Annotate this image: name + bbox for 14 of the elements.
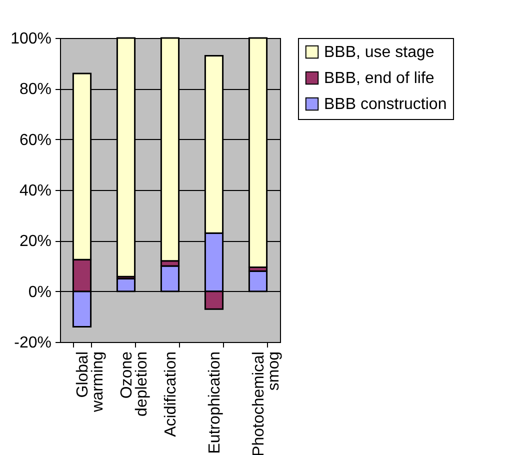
y-tick-label: 80% xyxy=(19,81,52,98)
x-tick-label: Acidification xyxy=(162,352,180,437)
legend-label: BBB, end of life xyxy=(324,70,434,87)
x-tick-label: Eutrophication xyxy=(206,352,224,454)
y-tick-label: 0% xyxy=(28,284,52,301)
legend-label: BBB, use stage xyxy=(324,44,434,61)
x-tick-label: Photochemical smog xyxy=(250,352,282,455)
y-tick-label: -20% xyxy=(14,334,52,352)
y-tick-label: 60% xyxy=(19,132,52,149)
y-tick-label: 40% xyxy=(19,182,52,200)
x-tick-label: Global warming xyxy=(74,352,106,413)
y-tick-label: 20% xyxy=(19,233,52,250)
legend-label: BBB construction xyxy=(324,96,447,113)
y-tick-label: 100% xyxy=(10,30,52,48)
